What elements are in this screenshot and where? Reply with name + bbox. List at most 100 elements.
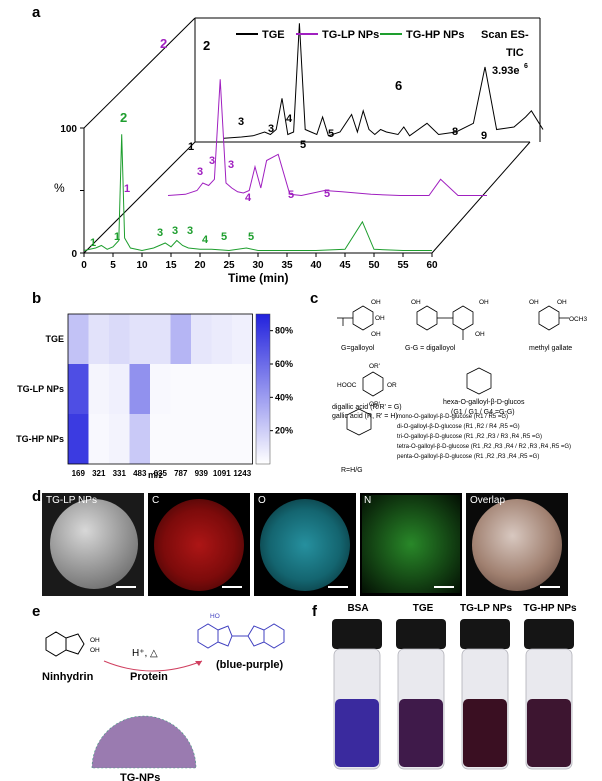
vial-cap xyxy=(332,619,382,649)
glucose-line: tetra-O-galloyl-β-D-glucose (R1 ,R2 ,R3 … xyxy=(397,444,571,450)
heatmap-cell xyxy=(88,364,109,414)
heatmap-cell xyxy=(191,314,212,364)
peak-label-purple: 5 xyxy=(324,188,330,200)
scan-text-exp: 6 xyxy=(524,63,528,70)
series-group xyxy=(83,23,544,252)
methyl-gallate-ring xyxy=(538,305,560,331)
reagent-label: Ninhydrin xyxy=(42,671,94,683)
vial-liquid xyxy=(399,699,443,767)
hexa-label-2: (G1 / G1 / G4 =G-G) xyxy=(451,409,515,416)
row-label: TG-LP NPs xyxy=(17,384,64,394)
column-label: 939 xyxy=(195,469,209,478)
methyl-gallate-label: methyl gallate xyxy=(529,345,572,352)
digalloyl-label: G-G = digalloyol xyxy=(405,345,456,352)
peak-label-green: 1 xyxy=(90,237,96,249)
chart-frame xyxy=(83,17,541,254)
column-label: 1091 xyxy=(213,469,231,478)
peak-label-black: 4 xyxy=(286,113,293,125)
product-label: (blue-purple) xyxy=(216,659,284,671)
series-line-tg-lp xyxy=(167,79,487,197)
colorbar-tick-label: 60% xyxy=(275,359,293,369)
tg-np-pattern xyxy=(91,715,197,769)
oh-label: OH xyxy=(529,299,539,306)
oh-label: OH xyxy=(375,315,385,322)
row-label: TGE xyxy=(45,334,64,344)
heatmap-cell xyxy=(232,364,253,414)
hooc-label: HOOC xyxy=(337,382,357,389)
eds-particle-oxygen xyxy=(260,499,350,591)
condition-acid-heat: H⁺, △ xyxy=(132,648,158,659)
hexa-label-1: hexa-O-galloyl-β-D-glucos xyxy=(443,399,525,406)
x-tick-label: 0 xyxy=(81,260,87,271)
peak-label-black: 1 xyxy=(188,141,194,153)
heatmap-cell xyxy=(170,414,191,464)
peak-label-black: 8 xyxy=(452,126,458,138)
or-label: OR' xyxy=(369,363,380,370)
heatmap-cell xyxy=(109,314,130,364)
vial-liquid xyxy=(527,699,571,767)
x-axis-label: Time (min) xyxy=(228,271,288,285)
legend-label-tge: TGE xyxy=(262,29,285,41)
peak-label-black: 5 xyxy=(328,128,334,140)
colorbar-ticks: 20% 40% 60% 80% xyxy=(270,326,293,436)
oh-label: OH xyxy=(371,331,381,338)
eds-particle-overlap xyxy=(472,499,562,591)
oh-label: OH xyxy=(371,299,381,306)
peak-label-purple: 4 xyxy=(245,192,252,204)
column-labels: 169 321 331 483 635 787 939 1091 1243 xyxy=(72,469,252,478)
hexa-glucose-ring xyxy=(466,367,492,395)
eds-map-oxygen: O xyxy=(254,493,356,596)
column-label: 787 xyxy=(174,469,188,478)
panel-label-b: b xyxy=(32,290,42,307)
or-label: OR' xyxy=(369,401,380,408)
column-label: 635 xyxy=(154,469,168,478)
scan-text-3: 3.93e xyxy=(492,65,520,77)
scan-text-2: TIC xyxy=(506,47,524,59)
series-line-tg-hp xyxy=(83,134,432,252)
series-line-tge xyxy=(223,23,544,139)
heatmap-cell xyxy=(232,314,253,364)
heatmap-cell xyxy=(211,364,232,414)
peak-label-black: 6 xyxy=(395,78,402,93)
peak-labels-purple: 2 1 3 3 3 4 5 5 xyxy=(124,36,330,204)
y-axis-ticks: 0 100 xyxy=(60,124,84,260)
tg-np-particle xyxy=(92,716,196,768)
galloyl-label: G=galloyol xyxy=(341,345,375,352)
vial-liquid xyxy=(335,699,379,767)
eds-map-nitrogen: N xyxy=(360,493,462,596)
peak-label-purple: 3 xyxy=(209,155,215,167)
eds-particle-carbon xyxy=(154,499,244,591)
vials-photo xyxy=(332,619,574,770)
heatmap-cell xyxy=(88,314,109,364)
heatmap-cell xyxy=(211,414,232,464)
sem-image: TG-LP NPs xyxy=(42,493,144,596)
legend: TGE TG-LP NPs TG-HP NPs xyxy=(236,29,464,41)
peak-label-black: 9 xyxy=(481,130,487,142)
glucose-line: tri-O-galloyl-β-D-glucose (R1 ,R2 ,R3 / … xyxy=(397,434,542,440)
peak-label-black: 2 xyxy=(203,38,210,53)
heatmap-cell xyxy=(232,414,253,464)
eds-label-carbon: C xyxy=(152,495,160,506)
peak-label-black: 5 xyxy=(300,139,306,151)
vial-group xyxy=(332,619,574,770)
panel-label-c: c xyxy=(310,290,319,307)
peak-label-green: 3 xyxy=(172,225,178,237)
column-label: 169 xyxy=(72,469,86,478)
scale-bar xyxy=(222,586,242,588)
x-tick-label: 55 xyxy=(397,260,409,271)
heatmap-cell xyxy=(109,414,130,464)
legend-label-tg-lp: TG-LP NPs xyxy=(322,29,379,41)
peak-labels-green: 2 1 1 3 3 3 4 5 5 xyxy=(90,110,254,249)
x-tick-label: 50 xyxy=(368,260,380,271)
legend-label-tg-hp: TG-HP NPs xyxy=(406,29,464,41)
heatmap-cell xyxy=(170,364,191,414)
scale-bar xyxy=(328,586,348,588)
gallic-acid-label: gallic acid (R, R' = H) xyxy=(332,413,398,420)
peak-label-purple: 3 xyxy=(197,166,203,178)
x-tick-label: 20 xyxy=(194,260,206,271)
peak-label-black: 3 xyxy=(238,116,244,128)
glucose-ring xyxy=(346,408,372,436)
colorbar-tick-label: 80% xyxy=(275,326,293,336)
vial-label-tge: TGE xyxy=(412,603,434,614)
column-label: 331 xyxy=(113,469,127,478)
